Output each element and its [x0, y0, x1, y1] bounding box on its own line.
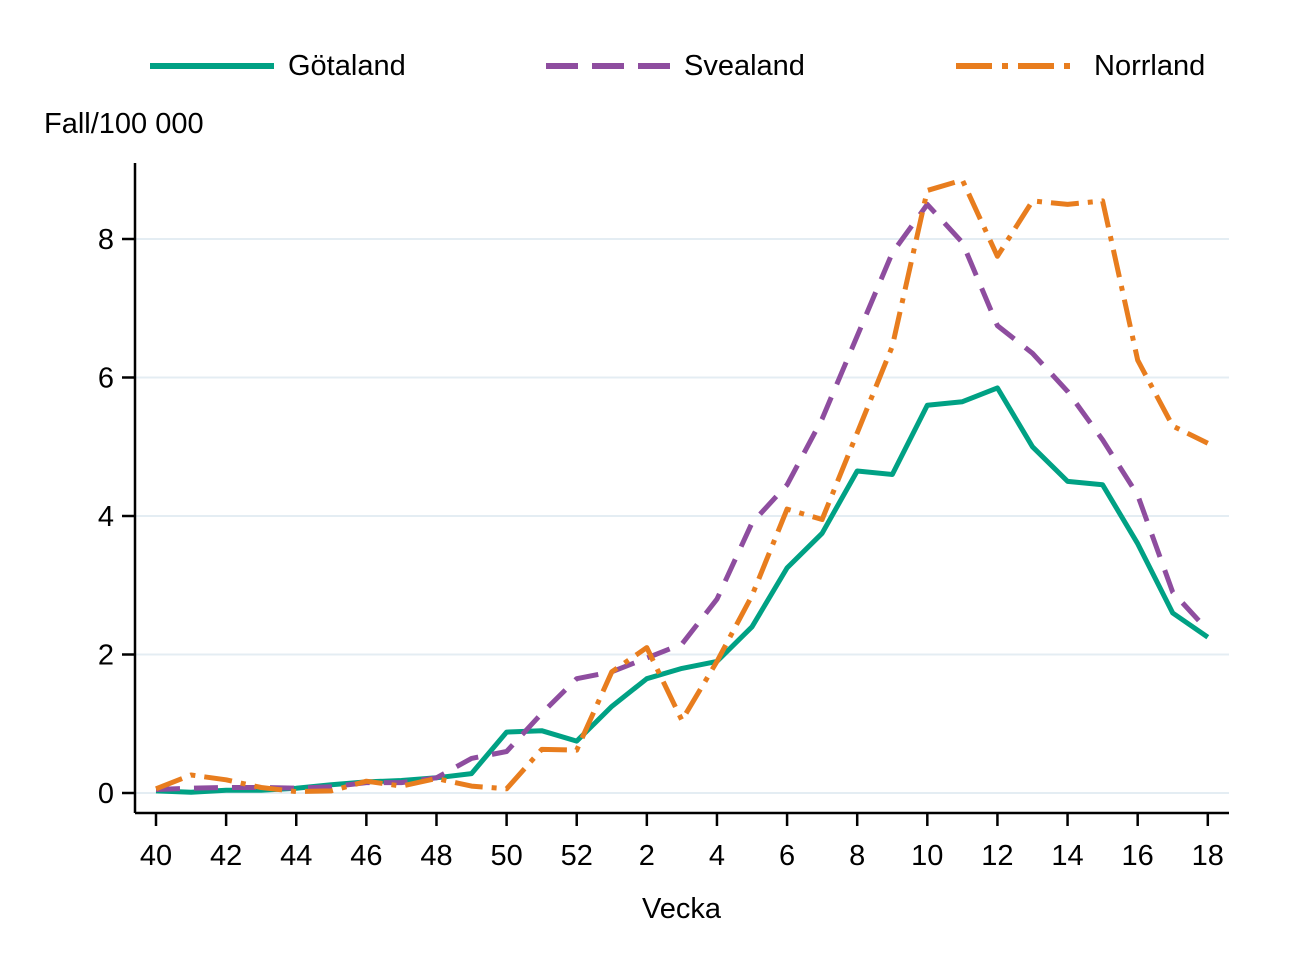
- legend-line-gotaland-icon: [150, 63, 274, 69]
- x-axis-title: Vecka: [642, 893, 721, 925]
- legend-label-gotaland: Götaland: [288, 50, 406, 82]
- legend-item-norrland: Norrland: [956, 50, 1205, 82]
- y-axis-title: Fall/100 000: [44, 108, 204, 140]
- x-tick-label-12: 12: [981, 840, 1013, 872]
- x-tick-label-8: 8: [849, 840, 865, 872]
- x-tick-label-46: 46: [350, 840, 382, 872]
- legend-item-svealand: Svealand: [546, 50, 805, 82]
- x-tick-label-16: 16: [1122, 840, 1154, 872]
- series-line-svealand: [155, 201, 1210, 792]
- x-tick-label-4: 4: [709, 840, 725, 872]
- y-tick-label-8: 8: [98, 224, 114, 256]
- x-tick-label-48: 48: [420, 840, 452, 872]
- legend-line-norrland-icon: [956, 63, 1080, 69]
- x-tick-label-6: 6: [779, 840, 795, 872]
- x-tick-label-40: 40: [140, 840, 172, 872]
- x-tick-label-14: 14: [1051, 840, 1083, 872]
- series-line-norrland: [155, 177, 1209, 795]
- y-tick-label-0: 0: [98, 778, 114, 810]
- y-tick-label-4: 4: [98, 501, 114, 533]
- legend-line-svealand-icon: [546, 63, 670, 69]
- x-tick-label-2: 2: [639, 840, 655, 872]
- legend-item-gotaland: Götaland: [150, 50, 406, 82]
- y-tick-label-6: 6: [98, 363, 114, 395]
- legend-label-norrland: Norrland: [1094, 50, 1206, 82]
- x-tick-label-44: 44: [280, 840, 312, 872]
- x-tick-label-42: 42: [210, 840, 242, 872]
- x-tick-label-10: 10: [911, 840, 943, 872]
- x-tick-label-52: 52: [561, 840, 593, 872]
- series-line-gotaland: [155, 385, 1210, 795]
- legend-label-svealand: Svealand: [684, 50, 805, 82]
- x-tick-label-18: 18: [1192, 840, 1224, 872]
- y-tick-label-2: 2: [98, 640, 114, 672]
- x-tick-label-50: 50: [490, 840, 522, 872]
